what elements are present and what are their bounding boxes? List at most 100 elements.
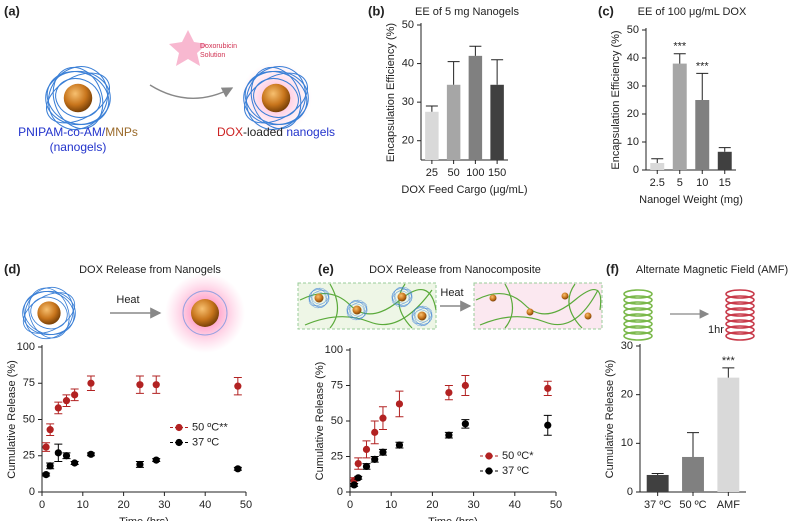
- panel-label: (c): [598, 3, 614, 18]
- point: [350, 481, 358, 489]
- error-bar: [687, 432, 699, 457]
- bar: [672, 63, 687, 170]
- error-bar: [469, 45, 482, 56]
- point: [445, 389, 453, 397]
- panel-label: (e): [318, 261, 334, 276]
- y-tick-label: 20: [402, 135, 414, 147]
- y-axis-label: Cumulative Release (%): [314, 362, 326, 481]
- y-axis-label: Encapsulation Efficiency (%): [385, 23, 397, 162]
- loaded-label: DOX-loaded nanogels: [217, 125, 335, 139]
- point: [136, 460, 144, 469]
- point: [152, 456, 160, 464]
- arrow-label: Heat: [440, 287, 463, 299]
- point: [46, 462, 54, 470]
- bar: [682, 456, 704, 492]
- x-tick-label: 30: [467, 499, 479, 511]
- panel-label: (a): [4, 3, 20, 18]
- core: [584, 312, 592, 320]
- y-tick-label: 50: [402, 19, 414, 31]
- y-tick-label: 10: [627, 136, 639, 148]
- drug-icon: [169, 30, 207, 66]
- x-tick-label: 0: [39, 499, 45, 511]
- arrow-label: 1hr: [708, 324, 724, 336]
- legend-marker: [175, 438, 183, 447]
- bar: [468, 55, 483, 160]
- core: [561, 292, 569, 300]
- y-tick-label: 30: [402, 96, 414, 108]
- error-bar: [425, 105, 438, 112]
- point: [42, 471, 50, 479]
- y-tick-label: 20: [621, 389, 633, 401]
- arrow: [149, 84, 234, 99]
- point: [136, 381, 144, 389]
- x-tick-label: 10: [385, 499, 397, 511]
- x-tick-label: 50: [240, 499, 252, 511]
- y-tick-label: 40: [402, 57, 414, 69]
- point: [461, 381, 469, 390]
- significance: ***: [673, 41, 687, 53]
- y-tick-label: 75: [23, 377, 35, 389]
- point: [395, 400, 404, 408]
- x-tick-label: 2.5: [650, 177, 665, 189]
- point: [544, 384, 552, 392]
- x-axis-label: Nanogel Weight (mg): [639, 194, 743, 206]
- error-bar: [718, 147, 731, 152]
- x-axis-label: Time (hrs): [119, 516, 169, 521]
- legend-marker: [175, 423, 183, 432]
- y-tick-label: 0: [337, 486, 343, 498]
- point: [371, 455, 379, 463]
- x-tick-label: 30: [158, 499, 170, 511]
- point: [371, 428, 379, 436]
- error-bar: [651, 158, 664, 163]
- x-tick-label: 100: [466, 167, 484, 179]
- panel-label: (d): [4, 261, 21, 276]
- drug-label: Solution: [200, 52, 225, 59]
- bar: [446, 84, 461, 160]
- y-tick-label: 30: [627, 80, 639, 92]
- legend-label: 50 ºC*: [502, 450, 534, 462]
- arrow-label: Heat: [116, 294, 139, 306]
- legend-label: 50 ºC**: [192, 421, 229, 433]
- point: [71, 391, 79, 399]
- point: [87, 450, 95, 458]
- y-axis-label: Cumulative Release (%): [6, 360, 18, 479]
- error-bar: [651, 473, 664, 475]
- shell: [182, 290, 228, 336]
- y-tick-label: 0: [29, 486, 35, 498]
- chart-title: Alternate Magnetic Field (AMF): [636, 264, 788, 276]
- polymer: [299, 283, 437, 329]
- bar: [695, 100, 710, 170]
- chart-title: EE of 100 μg/mL DOX: [638, 6, 747, 18]
- y-axis-label: Cumulative Release (%): [604, 360, 616, 479]
- error-bar: [722, 367, 735, 378]
- y-axis-label: Encapsulation Efficiency (%): [610, 30, 622, 169]
- polymer: [475, 283, 602, 329]
- bar: [490, 84, 504, 160]
- x-tick-label: 40: [199, 499, 211, 511]
- point: [234, 465, 242, 473]
- point: [62, 452, 71, 460]
- y-tick-label: 50: [23, 413, 35, 425]
- y-tick-label: 40: [627, 52, 639, 64]
- x-tick-label: 20: [426, 499, 438, 511]
- point: [42, 443, 50, 451]
- point: [379, 414, 387, 422]
- composite-box: [473, 282, 603, 330]
- core: [489, 294, 497, 302]
- y-tick-label: 100: [17, 341, 35, 353]
- legend-marker: [485, 467, 493, 475]
- point: [395, 441, 404, 449]
- chart-title: DOX Release from Nanocomposite: [369, 264, 541, 276]
- x-axis-label: Time (hrs): [428, 516, 478, 521]
- error-bar: [696, 72, 709, 100]
- significance: ***: [696, 60, 710, 72]
- y-tick-label: 25: [331, 450, 343, 462]
- point: [445, 431, 453, 439]
- coil: [725, 289, 755, 341]
- y-tick-label: 50: [627, 24, 639, 36]
- label-part: PNIPAM-co-AM/: [18, 125, 106, 139]
- point: [362, 462, 371, 471]
- x-tick-label: 37 ºC: [644, 499, 671, 511]
- legend-marker: [485, 452, 493, 460]
